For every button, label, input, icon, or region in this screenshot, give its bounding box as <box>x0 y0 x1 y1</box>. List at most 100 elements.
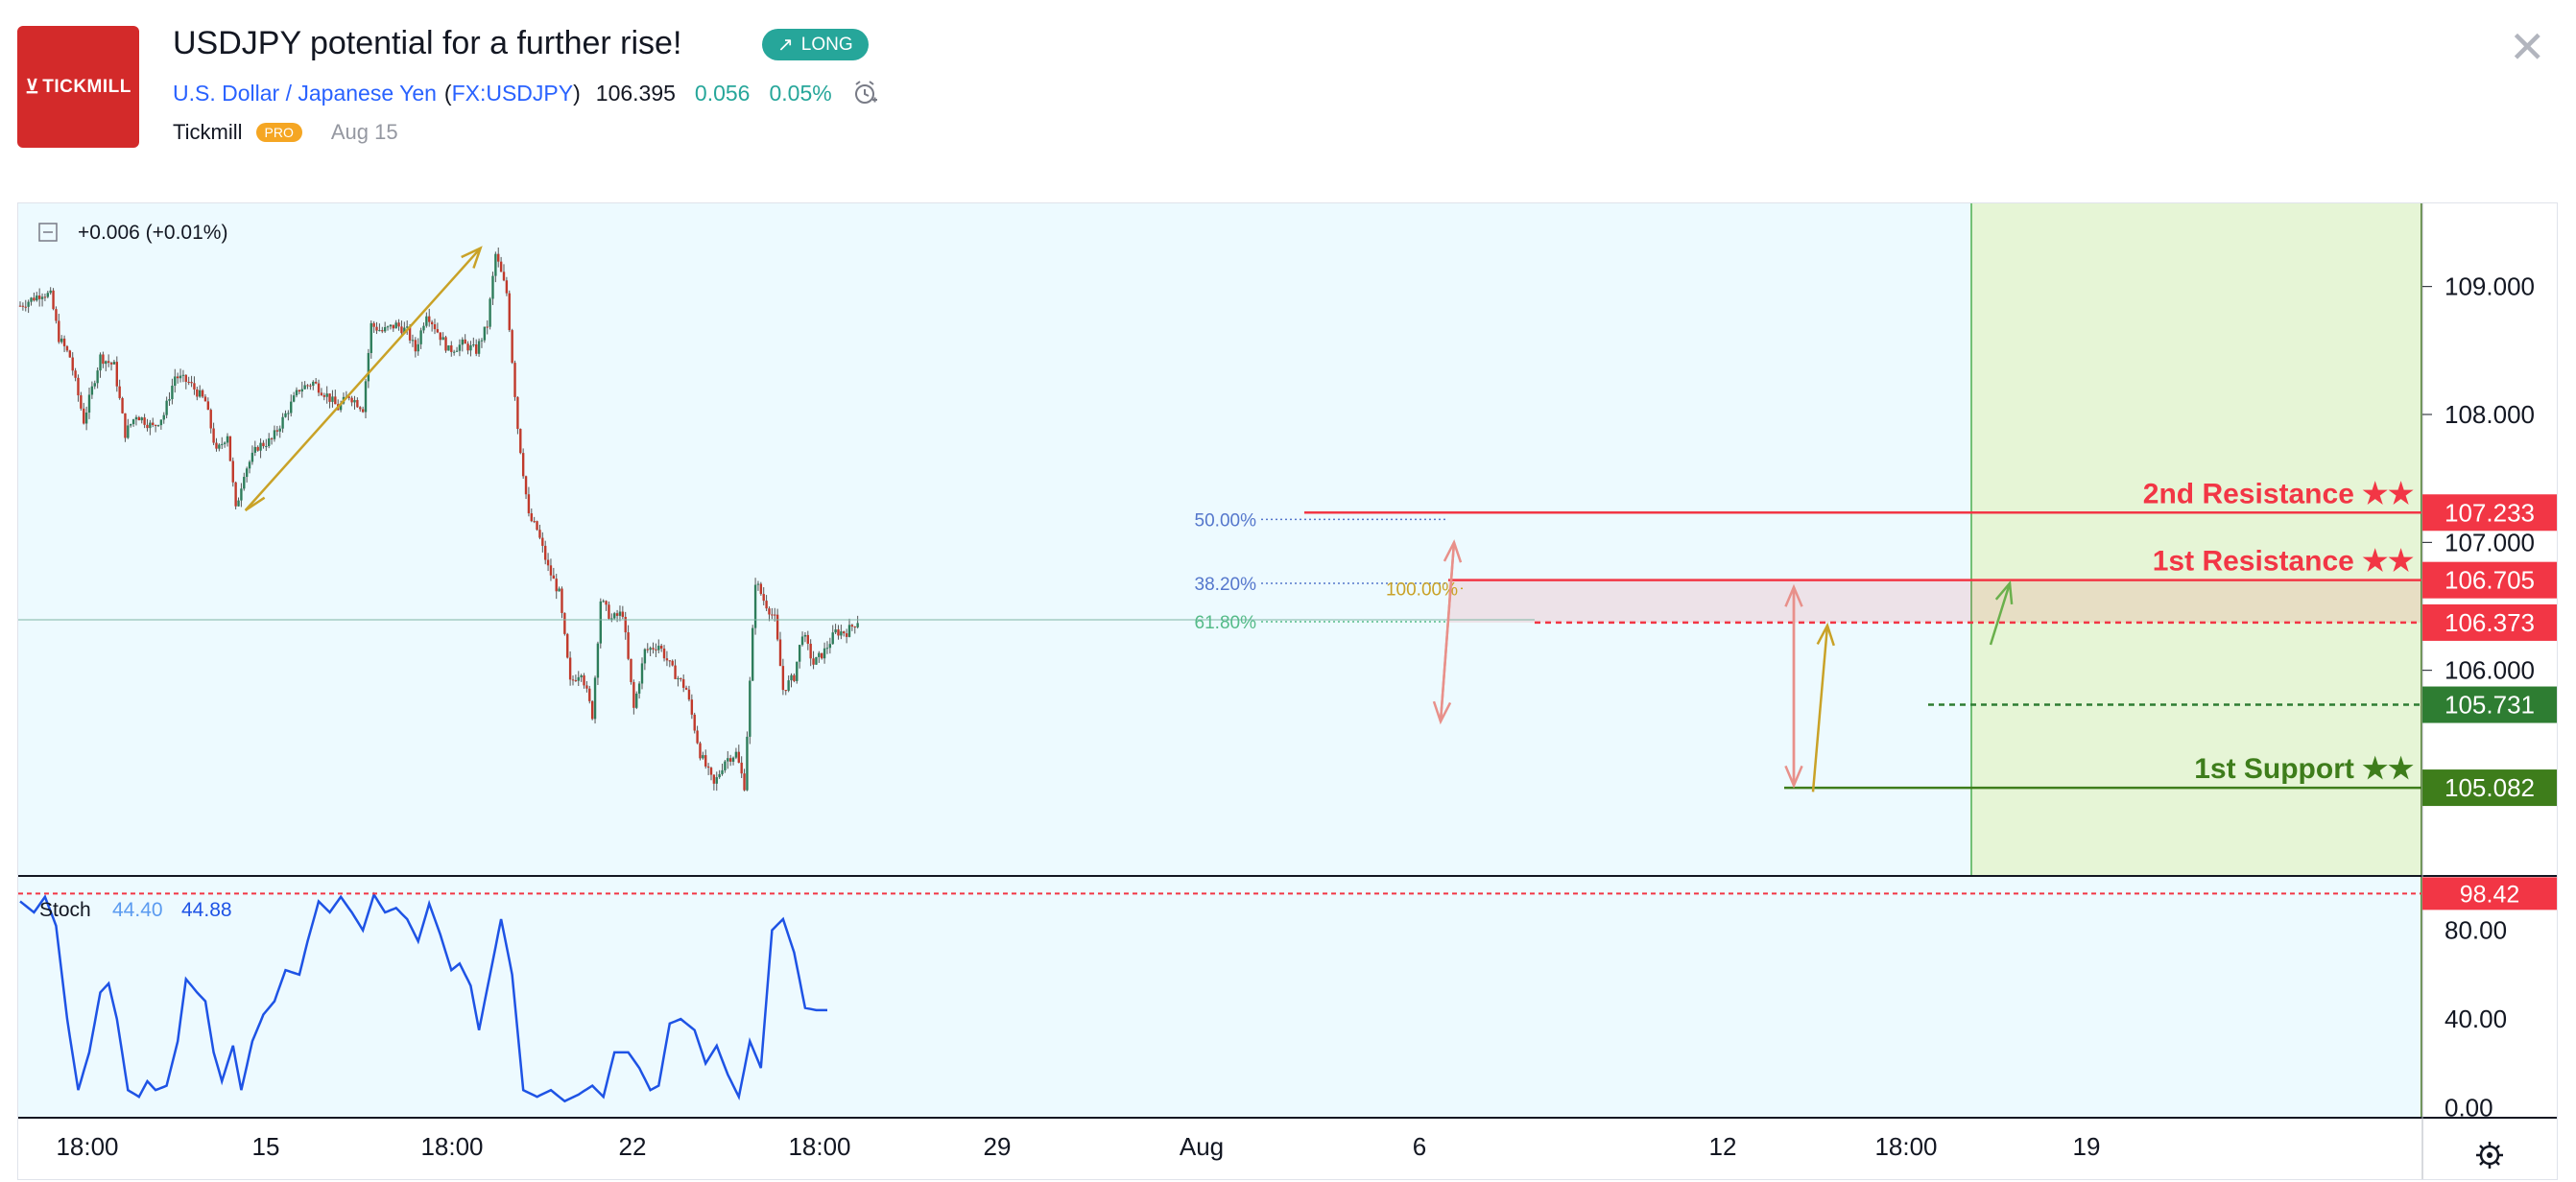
candle-body <box>33 297 36 301</box>
price-change-percent: 0.05% <box>769 80 832 106</box>
candle-body <box>649 648 652 650</box>
candle-body <box>699 743 702 759</box>
candle-body <box>328 393 331 402</box>
candle-body <box>408 326 412 341</box>
candle-body <box>508 293 511 331</box>
candle-body <box>417 343 419 352</box>
candle-body <box>367 352 370 382</box>
candle-body <box>684 687 688 690</box>
candle-body <box>268 437 271 446</box>
candle-body <box>533 521 536 523</box>
candle-body <box>140 417 143 421</box>
time-tick-label: 18:00 <box>420 1132 483 1161</box>
candle-body <box>568 657 572 680</box>
candle-body <box>287 413 290 414</box>
candle-body <box>21 305 25 307</box>
candle-body <box>292 395 296 402</box>
candle-body <box>530 513 533 522</box>
candle-body <box>250 452 254 462</box>
candle-body <box>790 674 793 681</box>
candle-body <box>527 494 531 514</box>
candle-body <box>850 625 854 627</box>
candle-body <box>325 393 328 397</box>
candle-body <box>403 327 406 334</box>
candle-body <box>743 773 746 791</box>
candle-body <box>455 350 459 352</box>
candle-body <box>162 414 165 420</box>
candle-body <box>759 583 763 595</box>
candle-body <box>270 437 274 439</box>
candle-body <box>494 253 497 276</box>
price-tag-bg-106.705 <box>2422 561 2557 599</box>
candle-body <box>52 290 55 310</box>
price-tag-bg-106.373 <box>2422 603 2557 641</box>
stoch-k-value: 44.40 <box>112 899 163 921</box>
price-tag-bg-105.731 <box>2422 686 2557 723</box>
time-tick-label: Aug <box>1180 1132 1224 1161</box>
legend-collapse-icon[interactable] <box>38 223 58 242</box>
candle-body <box>179 375 182 379</box>
price-tag-106.373: 106.373 <box>2445 608 2535 637</box>
candle-body <box>93 383 96 387</box>
candle-body <box>406 326 409 328</box>
candle-body <box>253 446 256 453</box>
candle-body <box>843 631 846 634</box>
candle-body <box>389 324 393 327</box>
candle-body <box>652 648 655 650</box>
price-tag-bg-107.233 <box>2422 494 2557 532</box>
candle-body <box>381 330 384 332</box>
candle-body <box>704 755 707 767</box>
candle-body <box>290 401 293 414</box>
candle-body <box>84 413 88 424</box>
swing-arrow-2b-head <box>1784 765 1803 789</box>
alarm-clock-icon[interactable] <box>851 79 880 107</box>
candle-body <box>334 396 337 405</box>
price-chart[interactable]: 107.233 2nd Resistance ★★ 106.705 1st Resis… <box>18 203 2557 1179</box>
candle-body <box>77 377 80 396</box>
candle-body <box>690 699 694 715</box>
author-name[interactable]: Tickmill <box>173 120 243 144</box>
fib-label: 50.00% <box>1195 510 1257 531</box>
symbol-name-link[interactable]: U.S. Dollar / Japanese Yen <box>173 80 437 106</box>
candle-body <box>149 422 152 429</box>
candle-body <box>665 658 669 661</box>
candle-body <box>71 357 74 371</box>
candle-body <box>793 674 796 681</box>
candle-body <box>765 601 768 609</box>
candle-body <box>613 613 616 619</box>
candle-body <box>511 330 513 364</box>
candle-body <box>156 425 160 427</box>
candle-body <box>176 376 179 379</box>
stoch-d-value: 44.88 <box>181 899 232 921</box>
time-tick-label: 15 <box>252 1132 280 1161</box>
trend-arrow-tail <box>244 496 266 512</box>
candle-body <box>245 468 249 478</box>
stoch-pane-bg <box>18 877 2421 1117</box>
stoch-overbought-tag: 98.42 <box>2460 881 2520 908</box>
candle-body <box>243 477 246 489</box>
candle-body <box>174 376 177 387</box>
settings-gear-icon[interactable] <box>2476 1142 2503 1169</box>
level-label: 1st Resistance ★★ <box>2153 546 2414 578</box>
candle-body <box>24 306 27 308</box>
candle-body <box>193 383 196 390</box>
close-icon[interactable]: ✕ <box>2509 22 2546 72</box>
symbol-code-link[interactable]: FX:USDJPY <box>451 80 574 106</box>
candle-body <box>610 618 613 620</box>
time-tick-label: 29 <box>984 1132 1012 1161</box>
candle-body <box>428 316 431 322</box>
candle-body <box>339 403 343 411</box>
candle-body <box>549 565 553 576</box>
candle-body <box>682 678 685 688</box>
candle-body <box>262 442 265 447</box>
candle-body <box>784 690 787 692</box>
trend-arrow-up-head <box>461 246 483 269</box>
candle-body <box>295 390 298 396</box>
candle-body <box>469 344 472 351</box>
resistance-zone <box>1448 579 2421 623</box>
chart-frame[interactable]: 107.233 2nd Resistance ★★ 106.705 1st Resis… <box>17 202 2558 1180</box>
candle-body <box>480 340 484 342</box>
stoch-k-line <box>19 891 827 1103</box>
time-tick-label: 19 <box>2073 1132 2101 1161</box>
candle-body <box>109 363 113 365</box>
